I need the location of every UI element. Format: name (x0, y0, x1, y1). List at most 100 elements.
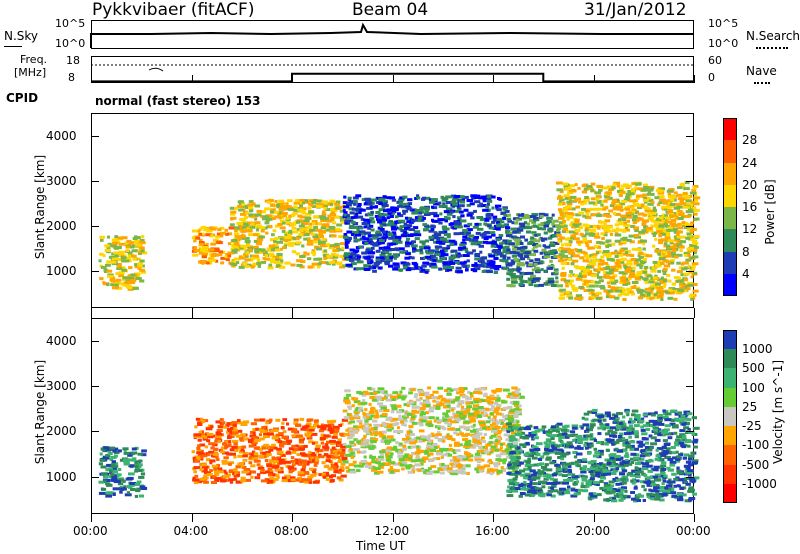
velocity-cell (280, 426, 284, 429)
velocity-cell (463, 420, 470, 424)
velocity-cell (198, 430, 203, 434)
velocity-cell (309, 467, 314, 471)
velocity-cell (268, 448, 274, 452)
power-cell (440, 256, 446, 260)
power-cell (434, 252, 441, 256)
velocity-cell (237, 454, 243, 458)
power-cell (597, 265, 601, 269)
power-cell (612, 183, 616, 187)
power-cell (692, 186, 697, 190)
velocity-cell (287, 466, 295, 470)
power-cell (621, 228, 626, 232)
power-cell (563, 247, 571, 251)
power-cell (569, 270, 573, 274)
power-cell (514, 238, 521, 242)
power-cell (325, 208, 331, 212)
power-cell (517, 213, 524, 217)
power-cell (526, 230, 532, 234)
velocity-cell (119, 490, 123, 494)
velocity-cell (309, 426, 316, 429)
velocity-cell (348, 428, 353, 432)
velocity-cell (457, 401, 465, 405)
power-cell (375, 211, 381, 214)
power-cell (496, 208, 502, 212)
power-cell (653, 293, 658, 297)
velocity-cell (428, 452, 434, 456)
power-cell (307, 265, 313, 269)
power-cell (314, 215, 320, 219)
velocity-cell (463, 414, 467, 418)
velocity-cell (337, 460, 342, 463)
power-cell (134, 236, 141, 240)
velocity-cell (473, 435, 480, 439)
power-cell (326, 262, 331, 266)
velocity-cell (353, 416, 361, 420)
power-cell (452, 202, 458, 206)
velocity-cell (479, 387, 486, 391)
velocity-cell (281, 421, 285, 425)
velocity-cell (369, 396, 374, 399)
power-cell (635, 182, 641, 186)
power-cell (378, 266, 382, 270)
velocity-cell (420, 412, 427, 416)
power-cell (198, 232, 203, 236)
velocity-cell (474, 458, 481, 462)
velocity-cell (325, 459, 331, 463)
velocity-cell (389, 466, 393, 469)
power-cell (257, 264, 261, 268)
power-cell (319, 261, 326, 264)
velocity-cell (331, 446, 336, 450)
velocity-cell (406, 404, 410, 407)
power-cell (323, 249, 327, 253)
power-cell (543, 237, 548, 241)
velocity-cell (453, 441, 460, 445)
power-cell (390, 242, 396, 246)
power-cell (667, 192, 672, 196)
power-cell (605, 240, 609, 244)
power-cell (251, 256, 255, 260)
power-cell (455, 252, 460, 256)
power-cell (384, 202, 388, 205)
velocity-cell (250, 453, 255, 457)
power-cell (312, 222, 316, 226)
power-cell (432, 206, 438, 210)
power-cell (208, 257, 215, 261)
power-cell (482, 199, 487, 203)
velocity-cell (415, 459, 420, 463)
velocity-cell (368, 446, 375, 450)
power-cell (353, 236, 357, 239)
power-cell (594, 191, 602, 195)
power-cell (616, 207, 620, 211)
power-cell (507, 239, 512, 243)
power-cell (508, 242, 515, 246)
velocity-cell (248, 440, 253, 444)
velocity-cell (270, 473, 277, 477)
power-cell (123, 254, 127, 258)
velocity-cell (212, 475, 217, 478)
power-cell (665, 216, 671, 220)
power-cell (329, 203, 334, 207)
velocity-cell (423, 416, 429, 420)
power-cell (370, 205, 378, 209)
power-cell (370, 228, 375, 232)
power-cell (560, 225, 564, 229)
velocity-cell (259, 470, 267, 474)
velocity-cell (236, 419, 241, 423)
velocity-cell (458, 458, 464, 462)
velocity-cell (312, 424, 319, 428)
velocity-cell (302, 465, 307, 469)
power-cell (199, 241, 205, 244)
power-cell (265, 219, 270, 223)
velocity-cell (343, 433, 350, 437)
power-cell (378, 208, 386, 212)
velocity-cell (206, 435, 214, 439)
power-cell (549, 252, 555, 255)
power-cell (561, 272, 567, 275)
power-cell (108, 255, 116, 259)
velocity-cell (394, 397, 399, 401)
power-cell (313, 233, 318, 237)
power-cell (395, 215, 399, 219)
velocity-cell (130, 488, 135, 491)
power-cell (317, 264, 321, 268)
power-cell (612, 274, 618, 278)
